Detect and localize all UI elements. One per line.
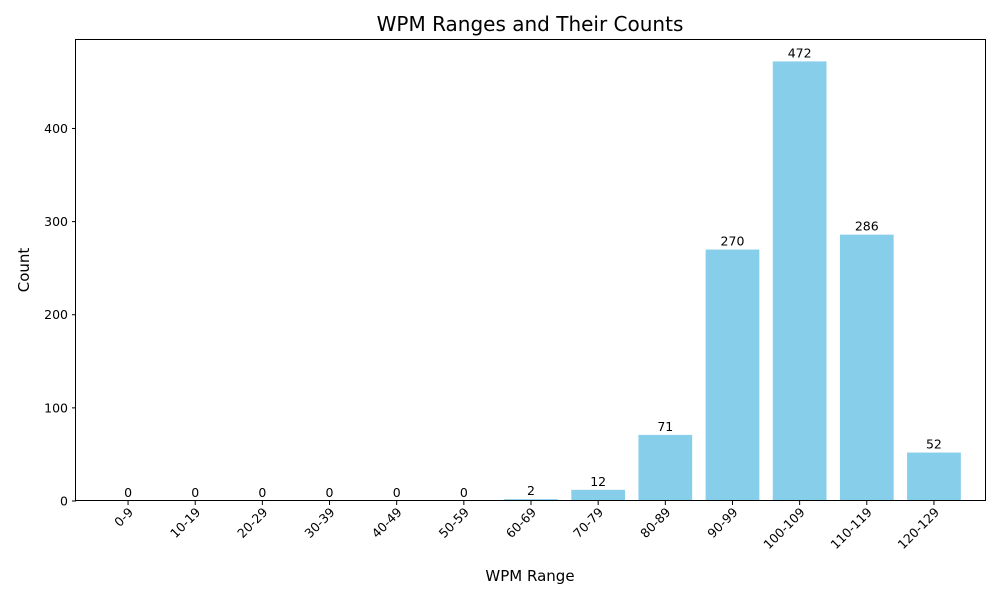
data-label-60-69: 2	[527, 483, 535, 498]
y-tick-label-100: 100	[44, 400, 68, 415]
x-tick-label-60-69: 60-69	[503, 504, 539, 540]
y-axis-label: Count	[15, 248, 33, 293]
x-tick-label-120-129: 120-129	[895, 504, 943, 552]
bar-100-109	[772, 61, 827, 502]
y-tick-label-200: 200	[44, 307, 68, 322]
bar-90-99	[705, 249, 760, 501]
chart-title: WPM Ranges and Their Counts	[377, 12, 684, 36]
y-tick-label-400: 400	[44, 121, 68, 136]
data-label-100-109: 472	[788, 45, 812, 60]
x-axis: 0-9 10-19 20-29 30-39 40-49 50-59 60-69 70-79 80…	[111, 501, 942, 552]
x-axis-label: WPM Range	[485, 567, 574, 585]
data-label-90-99: 270	[721, 234, 745, 249]
y-tick-label-300: 300	[44, 214, 68, 229]
x-tick-label-20-29: 20-29	[234, 504, 270, 540]
x-tick-label-80-89: 80-89	[637, 504, 673, 540]
data-label-120-129: 52	[926, 437, 942, 452]
x-tick-label-50-59: 50-59	[436, 504, 472, 540]
data-label-40-49: 0	[393, 485, 401, 500]
bar-120-129	[907, 452, 961, 501]
bar-70-79	[571, 489, 626, 501]
x-tick-label-110-119: 110-119	[827, 504, 875, 552]
data-label-70-79: 12	[590, 474, 606, 489]
data-label-80-89: 71	[657, 419, 673, 434]
bar-110-119	[839, 234, 894, 501]
y-axis: 0 100 200 300 400	[44, 121, 76, 509]
x-tick-label-70-79: 70-79	[570, 504, 606, 540]
x-tick-label-10-19: 10-19	[167, 504, 203, 540]
x-tick-label-0-9: 0-9	[111, 504, 136, 529]
x-tick-label-100-109: 100-109	[760, 504, 808, 552]
x-tick-label-90-99: 90-99	[704, 504, 740, 540]
x-tick-label-40-49: 40-49	[369, 504, 405, 540]
data-label-110-119: 286	[855, 219, 879, 234]
data-label-30-39: 0	[326, 485, 334, 500]
plot-frame	[75, 39, 986, 501]
bars-group	[504, 61, 961, 502]
bar-80-89	[638, 434, 693, 501]
x-tick-label-30-39: 30-39	[301, 504, 337, 540]
y-tick-label-0: 0	[60, 494, 68, 509]
data-label-0-9: 0	[124, 485, 132, 500]
data-labels-group: 0 0 0 0 0 0 2 12 71 270 472 286 52	[124, 45, 942, 500]
data-label-10-19: 0	[191, 485, 199, 500]
data-label-50-59: 0	[460, 485, 468, 500]
data-label-20-29: 0	[258, 485, 266, 500]
